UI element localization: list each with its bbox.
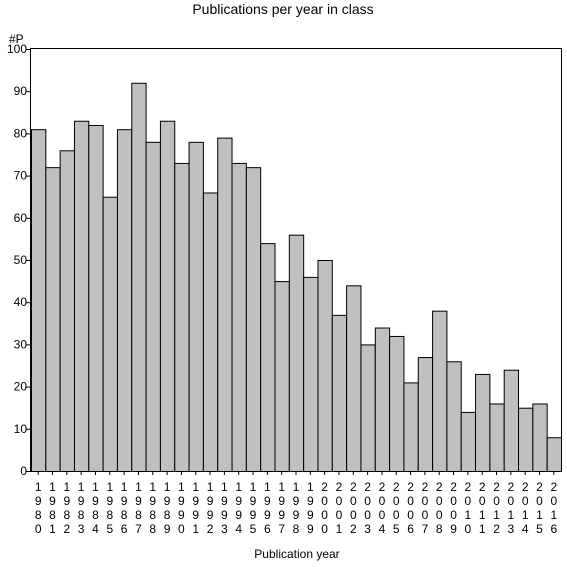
bar-2005: [389, 335, 405, 472]
bar-2009: [446, 361, 462, 472]
y-tick-label: 10: [14, 422, 28, 436]
bar-2004: [374, 327, 391, 472]
bar-2011: [475, 373, 491, 472]
x-axis: 1 9 8 0 1 9 8 1 1 9 8 2 1 9 8 3 1 9 8 4 1 9 8 5 1 9 8 6 1 9 8 7 1 9 8 8 1 9 8 9…: [35, 471, 557, 536]
bar-1987: [131, 82, 147, 472]
bar-2010: [460, 411, 477, 473]
bar-1999: [303, 276, 319, 472]
bar-2000: [317, 260, 333, 472]
bar-1993: [217, 137, 233, 472]
y-tick-label: 60: [14, 211, 28, 225]
chart-title: Publications per year in class: [192, 1, 373, 17]
bars-group: [31, 82, 562, 473]
bar-1997: [274, 281, 290, 472]
bar-1998: [288, 234, 305, 472]
bar-1989: [159, 120, 176, 473]
x-axis-label: Publication year: [254, 547, 339, 561]
bar-1984: [88, 124, 104, 473]
bar-1996: [260, 243, 276, 472]
bar-2015: [532, 403, 548, 473]
bar-1991: [188, 141, 204, 472]
y-tick-label: 30: [14, 337, 28, 351]
bar-1980: [31, 129, 47, 472]
bar-1992: [202, 192, 219, 472]
bar-1982: [59, 150, 75, 472]
y-tick-label: 100: [7, 42, 27, 56]
bar-2016: [546, 437, 562, 472]
y-tick-label: 0: [20, 464, 27, 478]
y-axis-label: #P: [9, 32, 24, 46]
y-tick-label: 40: [14, 295, 28, 309]
y-tick-label: 50: [14, 253, 28, 267]
bar-1995: [245, 167, 262, 472]
bar-1981: [45, 167, 61, 472]
bar-2003: [360, 344, 376, 472]
y-tick-label: 80: [14, 126, 28, 140]
bar-2006: [403, 382, 419, 473]
y-axis: 0 10 20 30 40 50 60 70 80 90 100: [7, 42, 31, 478]
bar-2007: [417, 357, 434, 472]
bar-2012: [489, 403, 505, 473]
bar-2013: [503, 369, 520, 472]
bar-1986: [116, 129, 133, 472]
bar-1994: [231, 162, 247, 472]
bar-1988: [145, 141, 161, 472]
bar-2002: [346, 285, 362, 472]
y-tick-label: 20: [14, 380, 28, 394]
bar-2001: [331, 314, 348, 472]
bar-2014: [518, 407, 534, 473]
bar-1983: [73, 120, 90, 473]
y-tick-label: 70: [14, 169, 28, 183]
y-tick-label: 90: [14, 84, 28, 98]
bar-2008: [432, 310, 448, 473]
bar-1990: [174, 162, 190, 472]
bar-1985: [102, 196, 118, 472]
